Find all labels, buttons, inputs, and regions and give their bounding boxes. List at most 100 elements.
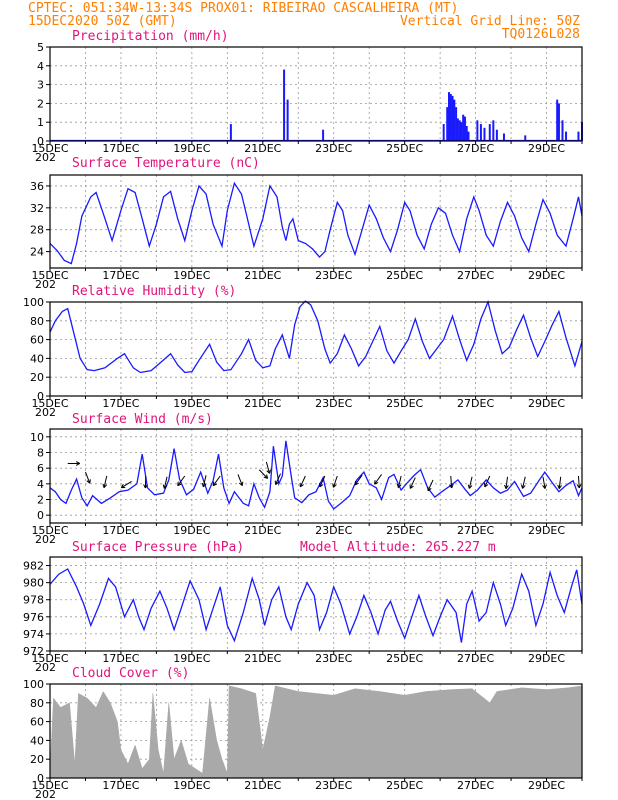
rh-xtick-overflow: 202 <box>35 406 56 419</box>
wind-arrow-head <box>319 484 324 488</box>
wind-xtick-label: 25DEC <box>386 524 423 537</box>
press-ytick-label: 972 <box>23 645 44 658</box>
precip-bar <box>446 107 449 141</box>
precip-ytick-label: 2 <box>37 97 44 110</box>
precip-xtick-label: 21DEC <box>244 142 281 155</box>
wind-arrow <box>374 474 383 485</box>
wind-xtick-label: 27DEC <box>457 524 494 537</box>
wind-xtick-label: 29DEC <box>528 524 565 537</box>
press-ytick-label: 976 <box>23 611 44 624</box>
wind-arrow <box>427 479 434 492</box>
cloud-ytick-label: 20 <box>30 753 44 766</box>
wind-arrow-head <box>266 474 269 479</box>
wind-arrow-head <box>269 469 271 474</box>
wind-arrow <box>332 475 338 488</box>
precip-bar <box>463 116 466 141</box>
temp-line <box>49 181 583 265</box>
precip-xtick-label: 15DEC <box>31 142 68 155</box>
wind-arrow <box>275 473 281 485</box>
press-xtick-label: 21DEC <box>244 652 281 665</box>
wind-arrow <box>299 475 306 488</box>
precip-bar <box>565 131 568 141</box>
precip-xtick-label: 23DEC <box>315 142 352 155</box>
cloud-ytick-label: 100 <box>23 678 44 691</box>
rh-xtick-label: 25DEC <box>386 397 423 410</box>
wind-arrow-head <box>212 483 218 487</box>
header-date: 15DEC2020 50Z (GMT) <box>28 14 177 29</box>
wind-arrow-head <box>484 484 489 488</box>
precip-bar <box>467 131 470 141</box>
wind-arrow-head <box>557 484 560 489</box>
wind-arrow-head <box>427 488 432 492</box>
model-altitude: Model Altitude: 265.227 m <box>300 540 496 555</box>
temp-xtick-label: 19DEC <box>173 269 210 282</box>
press-ytick-label: 974 <box>23 628 44 641</box>
cloud-xtick-label: 17DEC <box>102 779 139 792</box>
wind-arrow-head <box>374 481 379 485</box>
rh-ytick-label: 40 <box>30 352 44 365</box>
cloud-frame <box>49 683 583 779</box>
wind-arrow-head <box>544 484 547 489</box>
wind-arrow <box>85 471 91 484</box>
temp-xtick-label: 15DEC <box>31 269 68 282</box>
precip-bar <box>451 95 454 141</box>
wind-arrow <box>354 474 363 486</box>
wind-arrow-head <box>410 485 414 489</box>
rh-ytick-label: 0 <box>37 390 44 403</box>
wind-ytick-label: 0 <box>37 509 44 522</box>
wind-arrow <box>163 476 168 489</box>
cloud-xtick-label: 23DEC <box>315 779 352 792</box>
wind-arrow-head <box>75 463 80 466</box>
wind-arrow-head <box>300 484 304 488</box>
press-frame <box>49 556 583 652</box>
wind-arrow-head <box>177 483 182 487</box>
wind-frame <box>49 428 583 524</box>
cloud-ytick-label: 0 <box>37 772 44 785</box>
wind-arrow-head <box>578 484 582 489</box>
precip-bar <box>483 127 486 141</box>
precip-bar <box>524 135 527 141</box>
precip-xtick-label: 17DEC <box>102 142 139 155</box>
wind-arrow <box>522 476 526 489</box>
wind-xtick-label: 19DEC <box>173 524 210 537</box>
rh-xtick-label: 15DEC <box>31 397 68 410</box>
wind-arrow-head <box>449 484 453 489</box>
precip-bar <box>455 107 458 141</box>
rh-ytick-label: 20 <box>30 371 44 384</box>
wind-ytick-label: 6 <box>37 462 44 475</box>
wind-arrow <box>103 475 108 488</box>
cloud-title: Cloud Cover (%) <box>72 666 190 681</box>
cloud-xtick-label: 25DEC <box>386 779 423 792</box>
wind-ytick-label: 8 <box>37 447 44 460</box>
wind-arrow-head <box>103 484 108 489</box>
temp-xtick-label: 27DEC <box>457 269 494 282</box>
rh-ytick-label: 100 <box>23 296 44 309</box>
header-model: TQ0126L028 <box>501 27 580 42</box>
cloud-xtick-label: 21DEC <box>244 779 281 792</box>
wind-arrow-head <box>163 485 168 489</box>
precip-bar <box>229 124 232 141</box>
wind-arrow-head <box>162 484 165 489</box>
wind-xtick-label: 17DEC <box>102 524 139 537</box>
press-xtick-overflow: 202 <box>35 661 56 674</box>
press-ytick-label: 980 <box>23 577 44 590</box>
wind-arrow-head <box>201 482 204 488</box>
precip-bar <box>492 120 495 141</box>
precip-bar <box>283 69 286 141</box>
rh-ytick-label: 80 <box>30 315 44 328</box>
wind-arrow <box>202 475 207 488</box>
precip-bar <box>458 120 461 141</box>
wind-arrow-head <box>542 485 546 489</box>
wind-ytick-label: 10 <box>30 431 44 444</box>
temp-frame <box>49 174 583 269</box>
press-xtick-label: 23DEC <box>315 652 352 665</box>
temp-ytick-label: 36 <box>30 180 44 193</box>
wind-arrow-head <box>144 484 148 489</box>
wind-arrow <box>468 476 473 489</box>
precip-xtick-label: 25DEC <box>386 142 423 155</box>
temp-ytick-label: 28 <box>30 224 44 237</box>
wind-arrow <box>409 477 416 489</box>
wind-arrow <box>265 461 271 474</box>
rh-xtick-label: 19DEC <box>173 397 210 410</box>
